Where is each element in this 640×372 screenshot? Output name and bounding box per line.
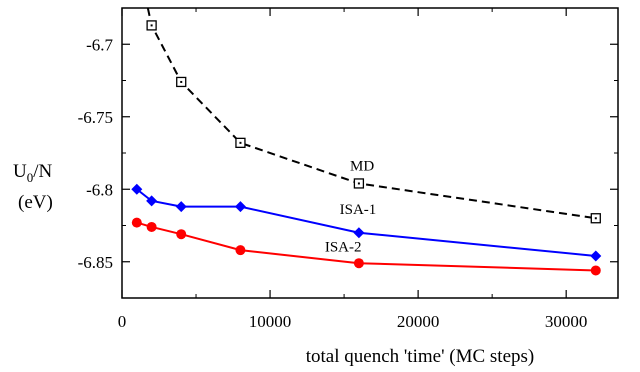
data-point-isa-2 <box>146 221 157 232</box>
data-point-isa-2 <box>353 258 364 269</box>
plot-frame <box>121 7 619 299</box>
y-tick-label: -6.75 <box>78 108 113 127</box>
data-point-md-dot <box>357 182 360 185</box>
data-point-isa-1 <box>131 183 143 195</box>
data-point-isa-2 <box>176 229 187 240</box>
x-tick-label: 20000 <box>397 312 440 331</box>
ticks-layer <box>121 7 618 299</box>
y-tick-labels: -6.7 -6.75 -6.8 -6.85 <box>78 35 114 272</box>
series-line-isa-2 <box>136 221 596 272</box>
series-annotation: MD <box>350 158 374 174</box>
y-axis-title-line1: U0/N <box>13 161 53 185</box>
data-point-isa-2 <box>590 265 601 276</box>
x-tick-labels: 0 10000 20000 30000 <box>118 312 588 331</box>
x-tick-label: 30000 <box>545 312 588 331</box>
y-tick-label: -6.85 <box>78 253 113 272</box>
y-axis-title-subscript: 0 <box>27 170 34 185</box>
annotation-layer: MD ISA-1 ISA-2 <box>325 158 376 255</box>
data-point-isa-1 <box>146 195 158 207</box>
series-layer <box>131 8 602 276</box>
x-tick-label: 0 <box>118 312 127 331</box>
y-tick-label: -6.8 <box>86 180 113 199</box>
data-point-isa-1 <box>590 250 602 262</box>
data-point-isa-1 <box>353 227 365 239</box>
series-line-md <box>146 8 596 220</box>
y-axis-title-line2: (eV) <box>18 192 53 213</box>
data-point-md-dot <box>239 141 242 144</box>
x-tick-label: 10000 <box>249 312 292 331</box>
series-line-isa-1 <box>136 188 596 257</box>
y-axis-title-suffix: /N <box>33 161 52 182</box>
data-point-isa-1 <box>175 201 187 213</box>
y-tick-label: -6.7 <box>86 35 113 54</box>
x-axis-title: total quench 'time' (MC steps) <box>306 346 534 367</box>
data-point-isa-2 <box>131 217 142 228</box>
series-annotation: ISA-2 <box>325 240 362 256</box>
data-point-md-dot <box>594 217 597 220</box>
data-point-isa-1 <box>234 201 246 213</box>
data-point-md-dot <box>150 24 153 27</box>
data-point-isa-2 <box>235 245 246 256</box>
series-annotation: ISA-1 <box>340 202 377 218</box>
data-point-md-dot <box>180 80 183 83</box>
y-axis-title-symbol: U <box>13 161 27 182</box>
